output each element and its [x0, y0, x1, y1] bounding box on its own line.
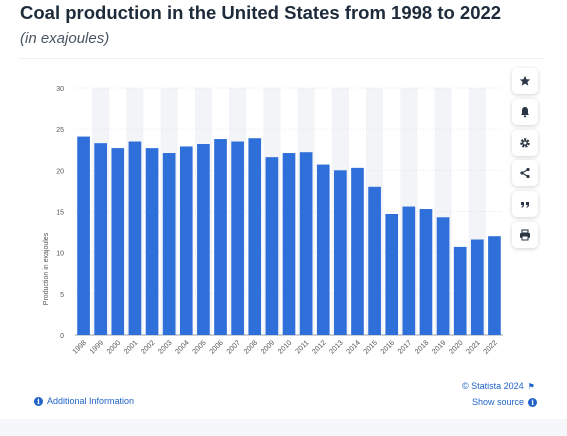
copyright-label: © Statista 2024 — [462, 381, 524, 391]
x-tick-label: 2008 — [241, 338, 259, 356]
bar-2009[interactable] — [265, 157, 279, 335]
x-tick-label: 1998 — [70, 338, 88, 356]
bar-2007[interactable] — [231, 141, 244, 335]
y-tick-label: 30 — [56, 86, 64, 93]
x-tick-label: 2001 — [122, 338, 140, 356]
x-tick-label: 2019 — [430, 338, 448, 356]
page-title: Coal production in the United States fro… — [20, 2, 502, 23]
bar-2011[interactable] — [299, 152, 313, 335]
x-tick-label: 2017 — [396, 338, 414, 356]
x-tick-label: 2021 — [464, 338, 482, 356]
bar-2017[interactable] — [402, 206, 416, 335]
show-source-link[interactable]: Show source i — [472, 397, 538, 407]
bar-2008[interactable] — [248, 138, 262, 335]
print-icon — [520, 229, 530, 241]
bar-2013[interactable] — [334, 170, 347, 335]
bar-2001[interactable] — [128, 141, 142, 335]
chart-card: 0 5 10 15 20 25 30 1998 1999 2000 2001 2002 2003 200… — [18, 58, 545, 421]
x-tick-label: 2009 — [259, 338, 277, 356]
x-tick-label: 2010 — [276, 338, 294, 356]
x-tick-label: 2006 — [207, 338, 225, 356]
share-icon — [520, 167, 530, 179]
quote-icon — [521, 202, 529, 208]
y-tick-label: 15 — [56, 210, 64, 217]
bell-icon — [521, 107, 529, 118]
x-tick-label: 2014 — [344, 338, 362, 356]
x-tick-label: 2000 — [105, 338, 123, 356]
x-tick-label: 2012 — [310, 338, 328, 356]
bar-1998[interactable] — [77, 136, 90, 335]
x-tick-label: 2022 — [481, 338, 499, 356]
star-icon — [519, 75, 531, 86]
y-tick-label: 0 — [60, 333, 64, 340]
flag-icon: ⚑ — [527, 381, 535, 391]
bar-2015[interactable] — [368, 186, 381, 335]
y-tick-label: 25 — [56, 127, 64, 134]
bar-2012[interactable] — [316, 164, 330, 335]
bar-2020[interactable] — [453, 246, 467, 335]
bar-2018[interactable] — [419, 209, 433, 335]
info-icon: i — [528, 397, 538, 407]
show-source-label: Show source — [472, 397, 525, 407]
y-tick-label: 20 — [56, 168, 64, 175]
bar-2006[interactable] — [214, 139, 227, 335]
additional-information-label: Additional Information — [47, 396, 135, 406]
y-tick-label: 5 — [60, 292, 64, 299]
y-axis-label: Production in exajoules — [43, 232, 50, 305]
x-tick-label: 2018 — [413, 338, 431, 356]
bar-2003[interactable] — [162, 153, 176, 335]
bar-2014[interactable] — [351, 167, 364, 335]
additional-information-link[interactable]: i Additional Information — [34, 396, 134, 406]
gear-icon — [520, 138, 530, 148]
cite-button[interactable] — [512, 191, 538, 217]
x-tick-label: 2013 — [327, 338, 345, 356]
bar-2002[interactable] — [145, 148, 159, 335]
x-tick-label: 2020 — [447, 338, 465, 356]
y-tick-label: 10 — [56, 251, 64, 258]
x-tick-label: 2005 — [190, 338, 208, 356]
bar-2021[interactable] — [470, 239, 484, 335]
x-tick-label: 2004 — [173, 338, 191, 356]
bar-2005[interactable] — [197, 143, 210, 335]
page-subtitle: (in exajoules) — [20, 30, 110, 47]
page-bottom-band — [0, 419, 567, 436]
info-icon: i — [34, 396, 43, 406]
x-tick-label: 1999 — [87, 338, 105, 356]
settings-button[interactable] — [512, 130, 538, 156]
x-tick-label: 2007 — [224, 338, 242, 356]
x-tick-label: 2002 — [139, 338, 157, 356]
x-tick-label: 2016 — [378, 338, 396, 356]
bar-2019[interactable] — [436, 217, 450, 335]
x-tick-label: 2011 — [293, 338, 310, 355]
share-button[interactable] — [512, 160, 538, 186]
bar-2000[interactable] — [111, 148, 125, 335]
bar-2022[interactable] — [488, 236, 501, 335]
bar-2004[interactable] — [179, 146, 193, 335]
print-button[interactable] — [512, 222, 538, 248]
bar-2016[interactable] — [385, 213, 399, 335]
x-tick-label: 2003 — [156, 338, 174, 356]
bar-1999[interactable] — [94, 143, 108, 335]
statista-copyright-link[interactable]: © Statista 2024 ⚑ — [462, 381, 535, 391]
x-tick-label: 2015 — [361, 338, 379, 356]
favorite-button[interactable] — [512, 68, 538, 94]
bar-2010[interactable] — [282, 153, 296, 335]
notification-button[interactable] — [512, 99, 538, 125]
